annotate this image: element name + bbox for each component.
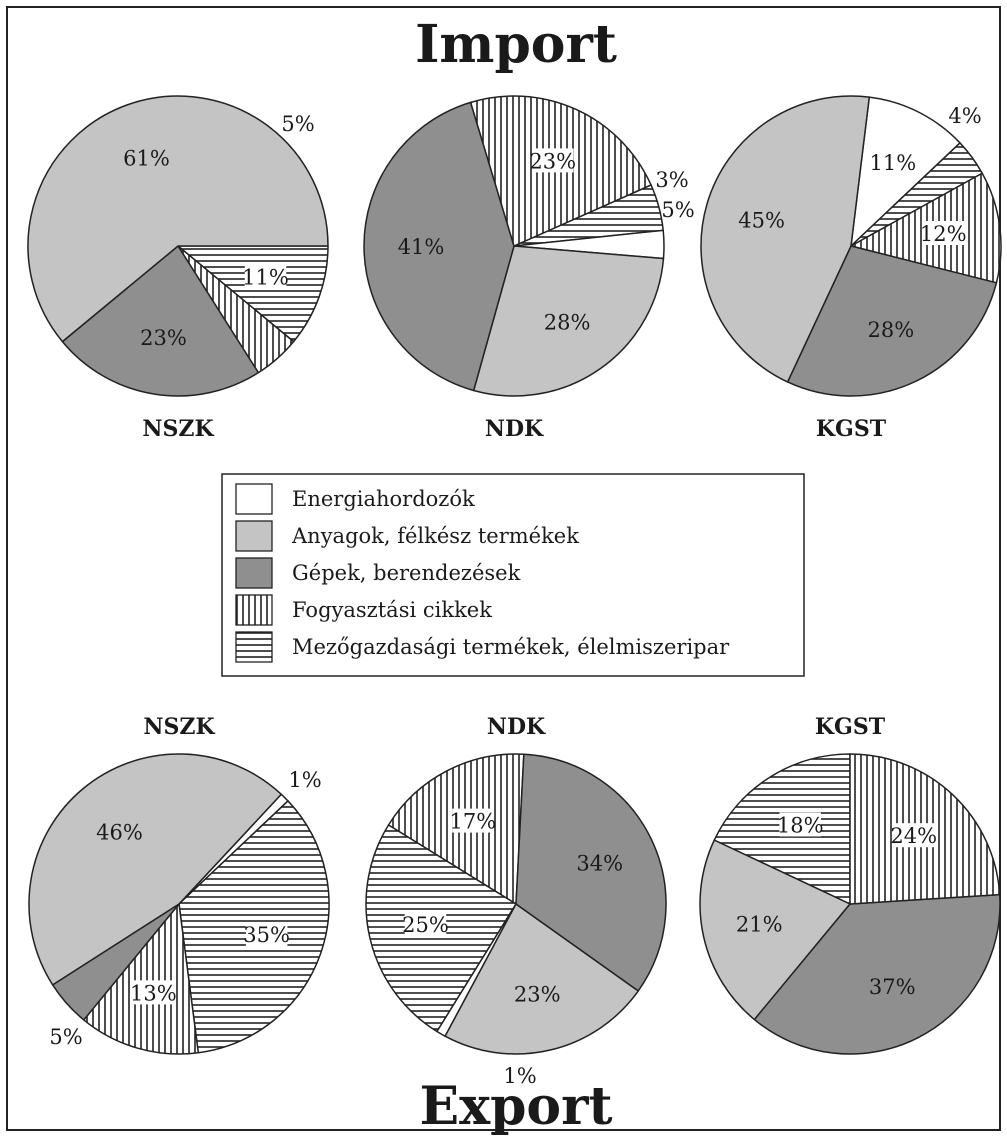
pie-data-label: 45% [738,208,785,232]
pie-label-bg [779,812,821,837]
pie-data-label: 23% [140,326,187,350]
pie-data-label: 5% [661,198,694,222]
legend-label-materials: Anyagok, félkész termékek [291,524,579,548]
pie-slice-agri [177,245,329,343]
pie-data-label: 24% [890,824,937,848]
legend-swatch-materials [235,520,273,552]
pie-data-label: 37% [869,975,916,999]
legend-swatch-consumer [235,594,273,626]
import-title: Import [415,14,617,75]
legend-swatch-energy [235,483,273,515]
pie-data-label: 28% [868,318,915,342]
legend: Energiahordozók Anyagok, félkész termékek… [221,473,805,677]
pie-data-label: 11% [242,266,289,290]
pie-data-label: 4% [948,104,981,128]
pie-label-bg [404,912,447,937]
legend-label-agri: Mezőgazdasági termékek, élelmiszeripar [292,635,730,659]
legend-swatch-agri [235,631,273,663]
pie-label-bg [132,980,175,1005]
pie-label-bg [452,808,494,833]
pie-slice-machines [515,753,667,992]
pie-data-label: 28% [544,310,591,334]
pie-data-label: 11% [870,151,917,175]
pie-slice-materials [444,903,640,1055]
pie-label-bg [244,264,287,289]
pie-slice-energy [850,96,961,247]
pie-data-label: 23% [529,149,576,173]
import-nszk-pie: 11% 5% 23% 61% NSZK [27,95,329,442]
pie-title: KGST [816,416,887,442]
pie-slice-consumer [83,903,200,1055]
pie-label-bg [892,823,935,848]
export-nszk-pie: 1% 35% 13% 5% 46% NSZK [28,714,330,1055]
pie-data-label: 13% [130,981,177,1005]
pie-slice-machines [753,893,1001,1055]
export-kgst-pie: 18% 21% 37% 24% KGST [699,714,1001,1055]
pie-data-label: 18% [777,814,824,838]
pie-data-label: 3% [655,168,688,192]
pie-slice-materials [28,753,283,986]
pie-data-label: 23% [514,983,561,1007]
pie-data-label: 1% [288,768,321,792]
pie-slice-materials [700,95,871,383]
pie-data-label: 21% [736,912,783,936]
pie-data-label: 5% [49,1025,82,1049]
pie-title: KGST [815,714,886,740]
pie-label-bg [245,922,288,947]
figure-frame [6,6,1001,1131]
pie-charts: 11% 5% 23% 61% NSZK 5% 3% 28% 41% 23% NDK 11% 4% 12% 2… [27,95,1002,1088]
pie-data-label: 41% [398,235,445,259]
import-ndk-pie: 5% 3% 28% 41% 23% NDK [363,95,695,442]
pie-data-label: 1% [503,1064,536,1088]
legend-label-energy: Energiahordozók [292,487,475,511]
legend-label-machines: Gépek, berendezések [292,561,521,585]
pie-title: NSZK [142,416,214,442]
pie-slice-materials [699,839,851,1021]
pie-slice-machines [363,101,515,392]
pie-data-label: 46% [96,821,143,845]
pie-data-label: 12% [920,222,967,246]
import-kgst-pie: 11% 4% 12% 28% 45% KGST [700,95,1002,442]
legend-label-consumer: Fogyasztási cikkek [292,598,492,622]
legend-box [221,473,805,677]
pie-slice-materials [27,95,329,343]
pie-data-label: 5% [281,112,314,136]
legend-swatch-machines [235,557,273,589]
pie-label-bg [532,148,574,173]
pie-title: NDK [487,714,546,740]
pie-data-label: 61% [123,147,170,171]
export-title: Export [419,1076,612,1137]
pie-data-label: 35% [243,923,290,947]
pie-data-label: 34% [576,852,623,876]
pie-label-bg [922,221,964,245]
pie-title: NSZK [143,714,215,740]
pie-slice-machines [61,245,260,397]
pie-slice-machines [786,245,998,397]
pie-data-label: 17% [450,810,497,834]
pie-slice-materials [472,245,665,397]
pie-data-label: 25% [402,913,449,937]
export-ndk-pie: 17% 25% 1% 23% 34% NDK [365,714,667,1088]
pie-title: NDK [485,416,544,442]
